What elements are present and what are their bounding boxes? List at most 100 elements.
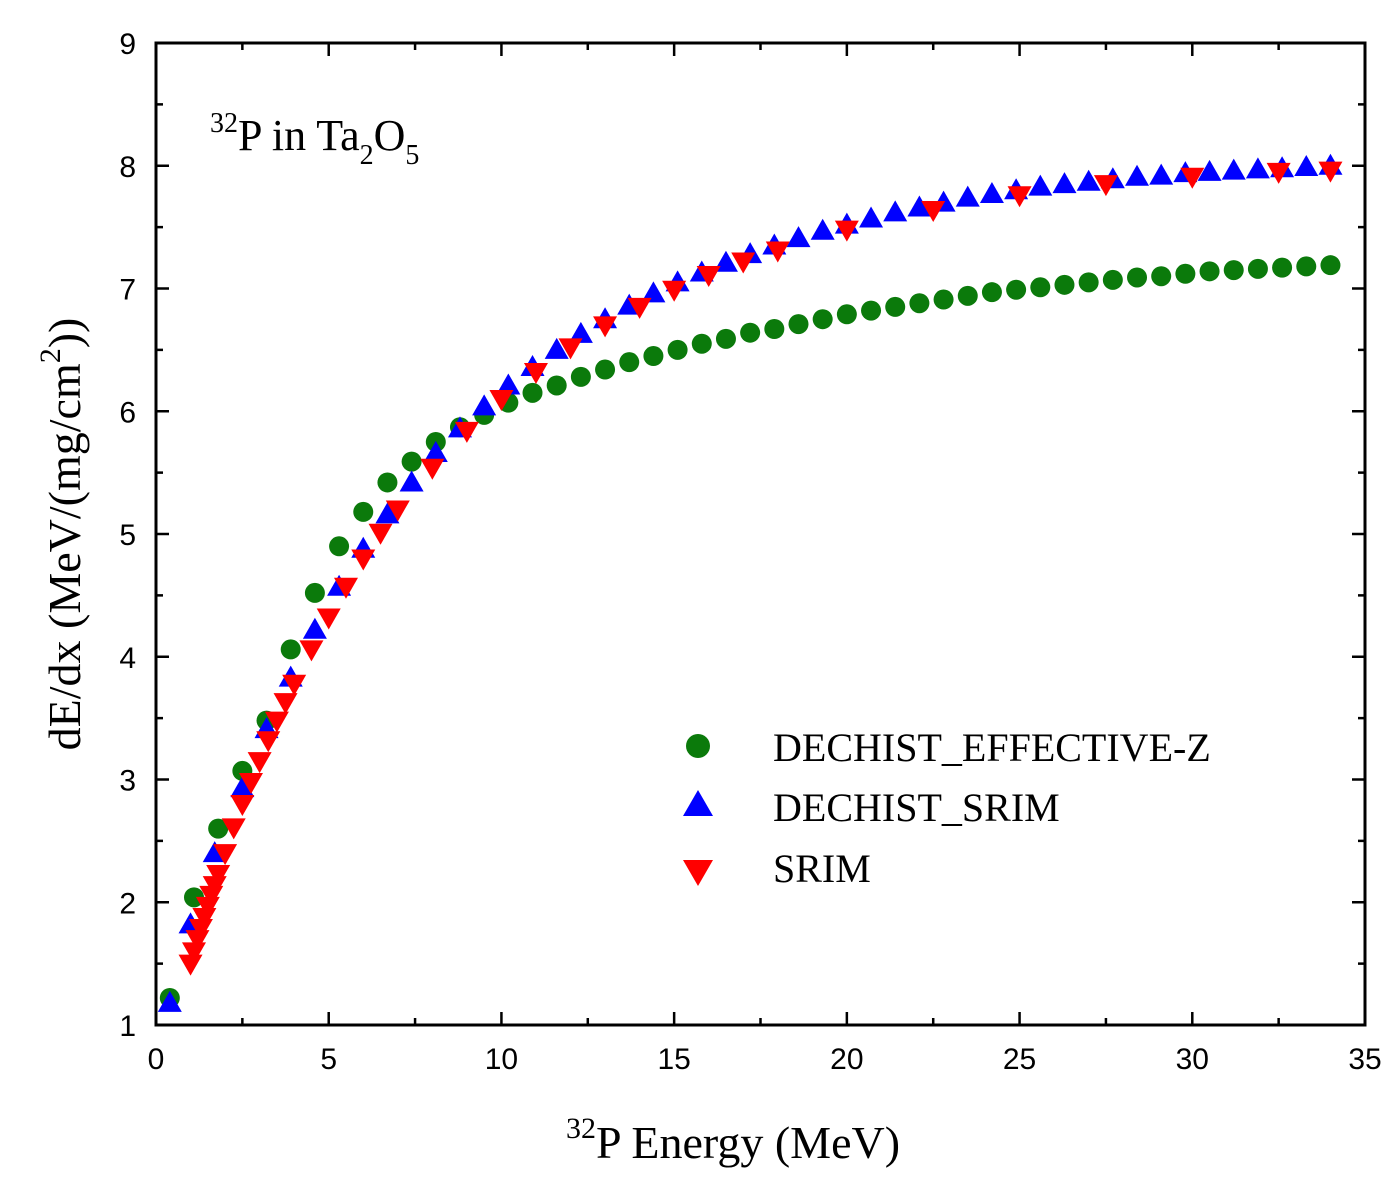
data-point-srim (230, 795, 255, 817)
data-point-srim (1180, 167, 1205, 189)
legend-marker-srim (683, 860, 713, 886)
data-point-dechist-effective-z (812, 309, 833, 330)
x-tick-label: 25 (1003, 1043, 1036, 1076)
data-point-dechist-effective-z (1272, 257, 1293, 278)
data-point-srim (834, 220, 859, 242)
data-point-dechist-effective-z (1247, 258, 1268, 279)
y-tick-label: 9 (119, 28, 136, 61)
data-point-dechist-effective-z (595, 359, 616, 380)
y-axis-label: dE/dx (MeV/(mg/cm2)) (34, 318, 90, 751)
data-point-srim (221, 818, 246, 840)
data-point-srim (238, 772, 263, 794)
data-point-srim (368, 523, 393, 545)
x-tick-label: 20 (830, 1043, 863, 1076)
data-point-dechist-effective-z (667, 339, 688, 360)
data-point-srim (1266, 162, 1291, 184)
data-point-srim (351, 549, 376, 571)
data-point-srim (662, 280, 687, 302)
data-marks (157, 153, 1343, 1012)
data-point-srim (696, 265, 721, 287)
data-point-srim (523, 362, 548, 384)
data-point-dechist-effective-z (546, 375, 567, 396)
data-point-dechist-effective-z (570, 366, 591, 387)
legend-label-srim: SRIM (773, 846, 871, 891)
data-point-dechist-effective-z (1006, 279, 1027, 300)
data-point-dechist-srim (883, 200, 908, 222)
data-point-srim (420, 458, 445, 480)
data-point-srim (921, 200, 946, 222)
data-point-dechist-effective-z (280, 639, 301, 660)
data-point-srim (178, 954, 203, 976)
y-tick-label: 4 (119, 642, 136, 675)
data-point-dechist-effective-z (329, 536, 350, 557)
data-point-srim (299, 640, 324, 662)
data-point-srim (282, 674, 307, 696)
data-point-dechist-effective-z (715, 328, 736, 349)
x-tick-label: 30 (1176, 1043, 1209, 1076)
y-tick-label: 6 (119, 396, 136, 429)
data-point-dechist-effective-z (304, 582, 325, 603)
x-axis-label-text: P Energy (MeV) (596, 1117, 900, 1168)
data-point-srim (264, 711, 289, 733)
y-axis-label-text: dE/dx (MeV/(mg/cm (39, 363, 90, 750)
data-point-dechist-effective-z (691, 333, 712, 354)
data-point-dechist-effective-z (957, 285, 978, 306)
data-point-srim (765, 241, 790, 263)
data-point-dechist-effective-z (788, 314, 809, 335)
data-point-dechist-effective-z (1175, 263, 1196, 284)
data-point-dechist-srim (1028, 174, 1053, 196)
plot-frame (154, 41, 1367, 1027)
data-point-srim (593, 316, 618, 338)
data-point-srim (627, 297, 652, 319)
data-point-srim (181, 942, 206, 964)
data-point-dechist-srim (544, 337, 569, 359)
data-point-srim (256, 731, 281, 753)
data-point-dechist-srim (641, 281, 666, 303)
data-point-dechist-effective-z (401, 451, 422, 472)
legend-marker-dechist-srim (683, 790, 713, 816)
annotation-text-1: P in Ta (238, 111, 360, 160)
y-tick-label: 8 (119, 151, 136, 184)
x-tick-label: 35 (1348, 1043, 1381, 1076)
data-point-srim (1093, 175, 1118, 197)
data-point-dechist-effective-z (1054, 274, 1075, 295)
data-point-srim (731, 252, 756, 274)
data-point-dechist-srim (955, 185, 980, 207)
data-point-dechist-effective-z (764, 319, 785, 340)
data-point-srim (213, 844, 238, 866)
y-tick-label: 3 (119, 765, 136, 798)
x-tick-label: 5 (320, 1043, 337, 1076)
data-point-srim (385, 500, 410, 522)
data-point-dechist-srim (1149, 163, 1174, 185)
data-point-srim (454, 421, 479, 443)
y-axis-label-close: )) (39, 318, 90, 349)
annotation-text-2: O (374, 111, 406, 160)
data-point-dechist-srim (496, 373, 521, 395)
data-point-srim (206, 865, 231, 887)
data-point-dechist-srim (810, 218, 835, 240)
data-point-srim (333, 577, 358, 599)
data-point-dechist-srim (472, 394, 497, 416)
annotation-subscript-2: 5 (405, 140, 419, 171)
data-point-srim (489, 389, 514, 411)
data-point-dechist-effective-z (1078, 272, 1099, 293)
data-point-dechist-srim (1221, 158, 1246, 180)
data-point-dechist-srim (786, 226, 811, 248)
data-point-dechist-effective-z (1199, 261, 1220, 282)
data-point-dechist-effective-z (353, 501, 374, 522)
data-point-dechist-srim (423, 440, 448, 462)
data-point-dechist-effective-z (909, 293, 930, 314)
data-point-dechist-effective-z (208, 818, 229, 839)
data-point-srim (558, 338, 583, 360)
data-point-dechist-effective-z (1127, 267, 1148, 288)
y-tick-label: 1 (119, 1010, 136, 1043)
data-point-dechist-effective-z (1030, 277, 1051, 298)
data-point-dechist-srim (399, 470, 424, 492)
data-point-dechist-effective-z (1102, 269, 1123, 290)
x-tick-label: 0 (148, 1043, 165, 1076)
data-point-dechist-srim (1052, 172, 1077, 194)
data-point-dechist-effective-z (522, 382, 543, 403)
data-point-dechist-srim (157, 990, 182, 1012)
x-axis-label-superscript: 32 (566, 1112, 596, 1145)
